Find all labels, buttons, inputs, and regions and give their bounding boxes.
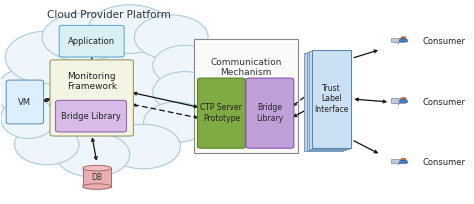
Bar bbox=[194, 39, 298, 153]
Ellipse shape bbox=[134, 15, 208, 59]
Ellipse shape bbox=[15, 124, 79, 165]
Bar bbox=[312, 50, 351, 147]
Text: Cloud Provider Platform: Cloud Provider Platform bbox=[47, 10, 171, 20]
Ellipse shape bbox=[88, 5, 171, 53]
Bar bbox=[391, 38, 405, 42]
Ellipse shape bbox=[401, 158, 406, 161]
Text: Bridge
Library: Bridge Library bbox=[256, 103, 283, 123]
Ellipse shape bbox=[153, 45, 217, 86]
FancyBboxPatch shape bbox=[6, 80, 44, 124]
Polygon shape bbox=[399, 39, 408, 42]
Ellipse shape bbox=[83, 165, 111, 171]
Text: Consumer: Consumer bbox=[422, 37, 465, 46]
Bar bbox=[391, 98, 405, 103]
Ellipse shape bbox=[42, 13, 125, 61]
Ellipse shape bbox=[153, 72, 217, 112]
FancyBboxPatch shape bbox=[198, 78, 246, 148]
Ellipse shape bbox=[83, 184, 111, 189]
Text: Bridge Library: Bridge Library bbox=[61, 112, 121, 121]
Polygon shape bbox=[399, 100, 408, 102]
Ellipse shape bbox=[107, 124, 181, 169]
Ellipse shape bbox=[0, 98, 56, 139]
Ellipse shape bbox=[144, 102, 208, 143]
Text: Application: Application bbox=[68, 37, 115, 46]
Text: DB: DB bbox=[91, 173, 102, 182]
FancyBboxPatch shape bbox=[55, 100, 127, 132]
Polygon shape bbox=[399, 161, 408, 163]
Text: Trust
Label
Interface: Trust Label Interface bbox=[315, 84, 349, 114]
FancyBboxPatch shape bbox=[59, 26, 124, 57]
Text: Communication
Mechanism: Communication Mechanism bbox=[210, 58, 282, 77]
Text: VM: VM bbox=[18, 98, 31, 106]
Bar bbox=[304, 53, 343, 151]
Bar bbox=[307, 52, 346, 150]
Text: Consumer: Consumer bbox=[422, 158, 465, 167]
Ellipse shape bbox=[5, 31, 88, 84]
Bar bbox=[310, 51, 348, 149]
Bar bbox=[391, 159, 405, 163]
Text: Consumer: Consumer bbox=[422, 98, 465, 106]
Text: CTP Server
Prototype: CTP Server Prototype bbox=[201, 103, 242, 123]
Ellipse shape bbox=[56, 132, 130, 177]
Text: Monitoring
Framework: Monitoring Framework bbox=[67, 72, 117, 91]
Ellipse shape bbox=[0, 68, 61, 116]
FancyBboxPatch shape bbox=[246, 78, 294, 148]
Bar bbox=[83, 168, 111, 187]
Ellipse shape bbox=[401, 98, 406, 100]
Ellipse shape bbox=[401, 37, 406, 39]
FancyBboxPatch shape bbox=[50, 60, 133, 136]
Ellipse shape bbox=[28, 39, 185, 145]
